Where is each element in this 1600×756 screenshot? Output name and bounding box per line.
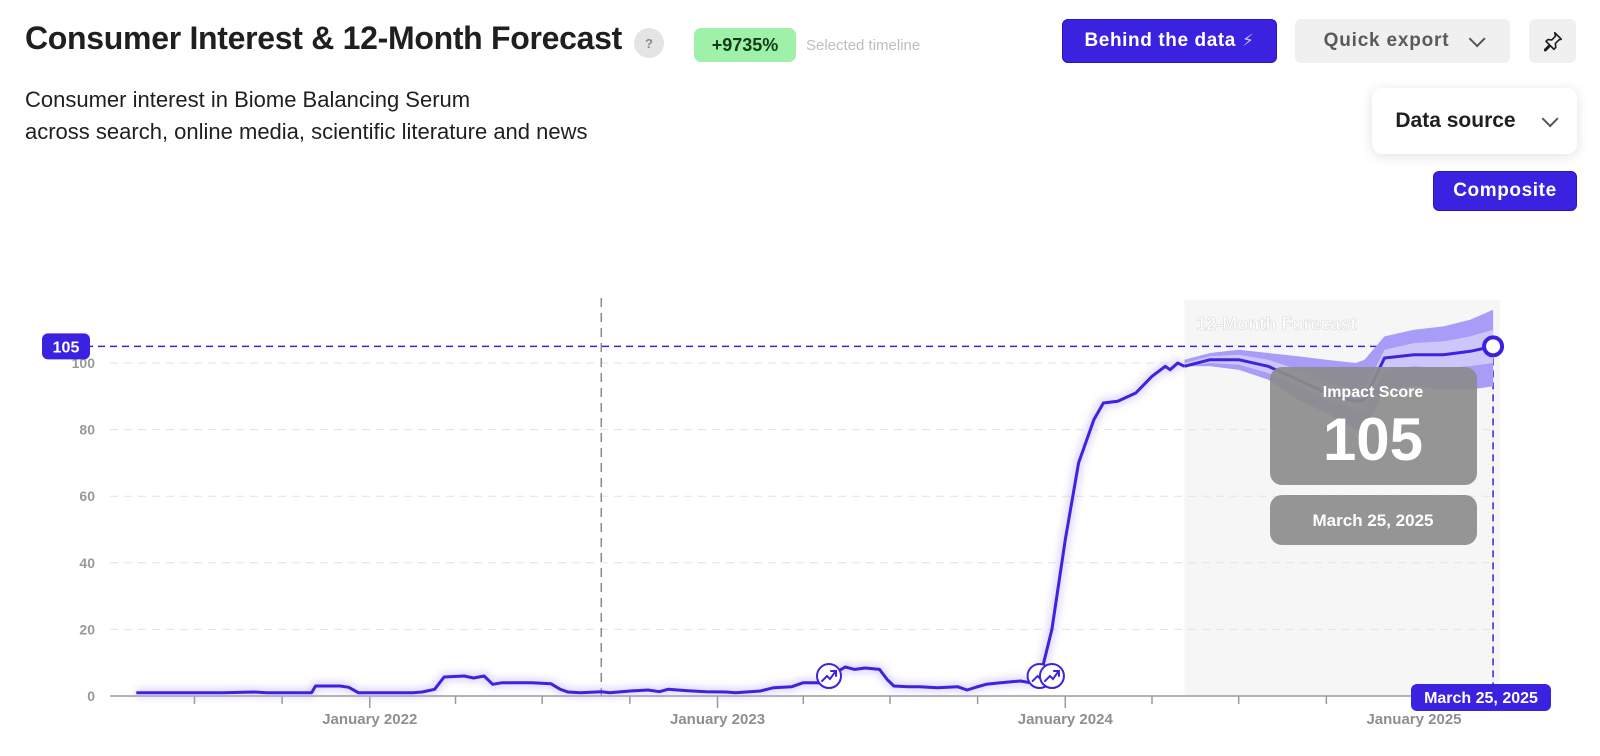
behind-the-data-label: Behind the data (1084, 30, 1236, 51)
composite-button[interactable]: Composite (1433, 171, 1577, 211)
forecast-label: 12-Month Forecast (1196, 314, 1356, 334)
tooltip-value: 105 (1323, 406, 1423, 473)
tooltip-score-card (1270, 367, 1477, 485)
quick-export-button[interactable]: Quick export (1295, 19, 1510, 63)
question-icon[interactable]: ? (634, 28, 664, 58)
forecast-end-point (1482, 335, 1505, 358)
trend-event-icon (1038, 663, 1065, 690)
subtitle-line-2: across search, online media, scientific … (25, 119, 588, 144)
page-subtitle: Consumer interest in Biome Balancing Ser… (25, 84, 588, 148)
trend-event-icon (815, 663, 842, 690)
history-series-line (136, 361, 1186, 695)
x-hover-date-badge (1411, 684, 1551, 711)
x-hover-date-label: March 25, 2025 (1424, 690, 1538, 707)
reference-value-label: 105 (53, 339, 80, 356)
tooltip-date-card (1270, 495, 1477, 545)
behind-the-data-button[interactable]: Behind the data ⚡ (1062, 19, 1277, 63)
subtitle-line-1: Consumer interest in Biome Balancing Ser… (25, 87, 471, 112)
quick-export-label: Quick export (1323, 30, 1450, 51)
tooltip: Impact Score 105 March 25, 2025 (1270, 367, 1477, 545)
reference-value-badge (42, 333, 90, 360)
tooltip-title: Impact Score (1323, 384, 1424, 401)
data-source-dropdown[interactable]: Data source (1372, 88, 1577, 154)
selected-timeline-label: Selected timeline (806, 37, 921, 54)
y-tick-label: 0 (87, 688, 95, 704)
x-tick-label: January 2022 (322, 711, 417, 728)
y-tick-label: 80 (79, 422, 95, 438)
data-source-label: Data source (1395, 109, 1516, 132)
x-tick-label: January 2023 (670, 711, 765, 728)
pin-icon (1543, 31, 1562, 52)
y-tick-label: 40 (79, 555, 95, 571)
x-tick-label: January 2024 (1018, 711, 1114, 728)
lightning-icon: ⚡ (1241, 31, 1255, 50)
y-tick-label: 20 (79, 621, 95, 637)
history-line-glow (136, 358, 1187, 697)
x-tick-label: January 2025 (1366, 711, 1461, 728)
pin-button[interactable] (1529, 19, 1576, 63)
tooltip-date: March 25, 2025 (1313, 511, 1434, 530)
page-title: Consumer Interest & 12-Month Forecast (25, 20, 623, 56)
change-badge: +9735% (694, 28, 796, 62)
y-tick-label: 60 (79, 488, 95, 504)
forecast-band-inner (1184, 329, 1494, 410)
